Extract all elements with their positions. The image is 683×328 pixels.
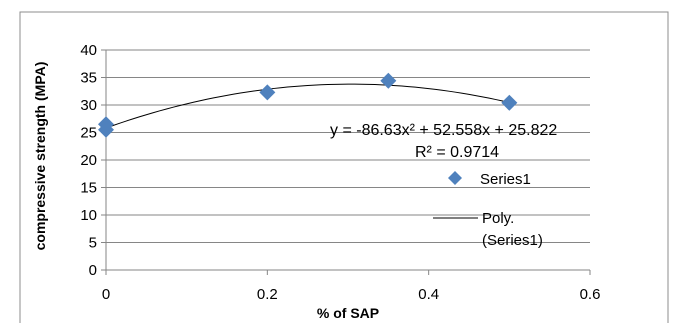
y-tick-label-25: 25 [80, 125, 97, 142]
legend: Series1 Poly. (Series1) [433, 171, 543, 249]
x-tick-label-0: 0 [102, 286, 110, 303]
trend-layer [105, 83, 510, 129]
legend-trend-label-2: (Series1) [482, 232, 543, 249]
chart-frame [19, 11, 669, 325]
legend-series-marker [448, 171, 462, 185]
trendline-curve [105, 83, 510, 129]
y-tick-label-0: 0 [89, 262, 97, 279]
y-tick-label-30: 30 [80, 97, 97, 114]
y-tick-label-10: 10 [80, 207, 97, 224]
labels-layer: compressive strength (MPA) % of SAP y = … [32, 62, 557, 321]
data-point-1 [98, 121, 114, 138]
data-point-2 [259, 84, 276, 101]
y-tick-label-5: 5 [89, 235, 97, 252]
legend-series-label: Series1 [480, 171, 531, 188]
y-tick-label-15: 15 [80, 180, 97, 197]
x-tick-label-0.6: 0.6 [580, 286, 601, 303]
x-tick-label-0.2: 0.2 [257, 286, 278, 303]
r-squared-label: R² = 0.9714 [415, 144, 499, 161]
data-point-4 [501, 94, 518, 111]
x-tick-label-0.4: 0.4 [418, 286, 439, 303]
x-axis-title: % of SAP [317, 305, 379, 321]
points-layer [98, 72, 518, 138]
y-tick-label-35: 35 [80, 70, 97, 87]
legend-trend-label-1: Poly. [482, 210, 514, 227]
axes-layer: 0 5 10 15 20 25 30 35 40 0 0.2 0.4 0.6 [80, 42, 600, 303]
y-tick-label-40: 40 [80, 42, 97, 59]
data-point-3 [380, 72, 397, 89]
y-tick-label-20: 20 [80, 152, 97, 169]
grid-layer [106, 49, 590, 243]
trendline-equation: y = -86.63x² + 52.558x + 25.822 [330, 122, 557, 139]
y-axis-title: compressive strength (MPA) [32, 62, 48, 251]
